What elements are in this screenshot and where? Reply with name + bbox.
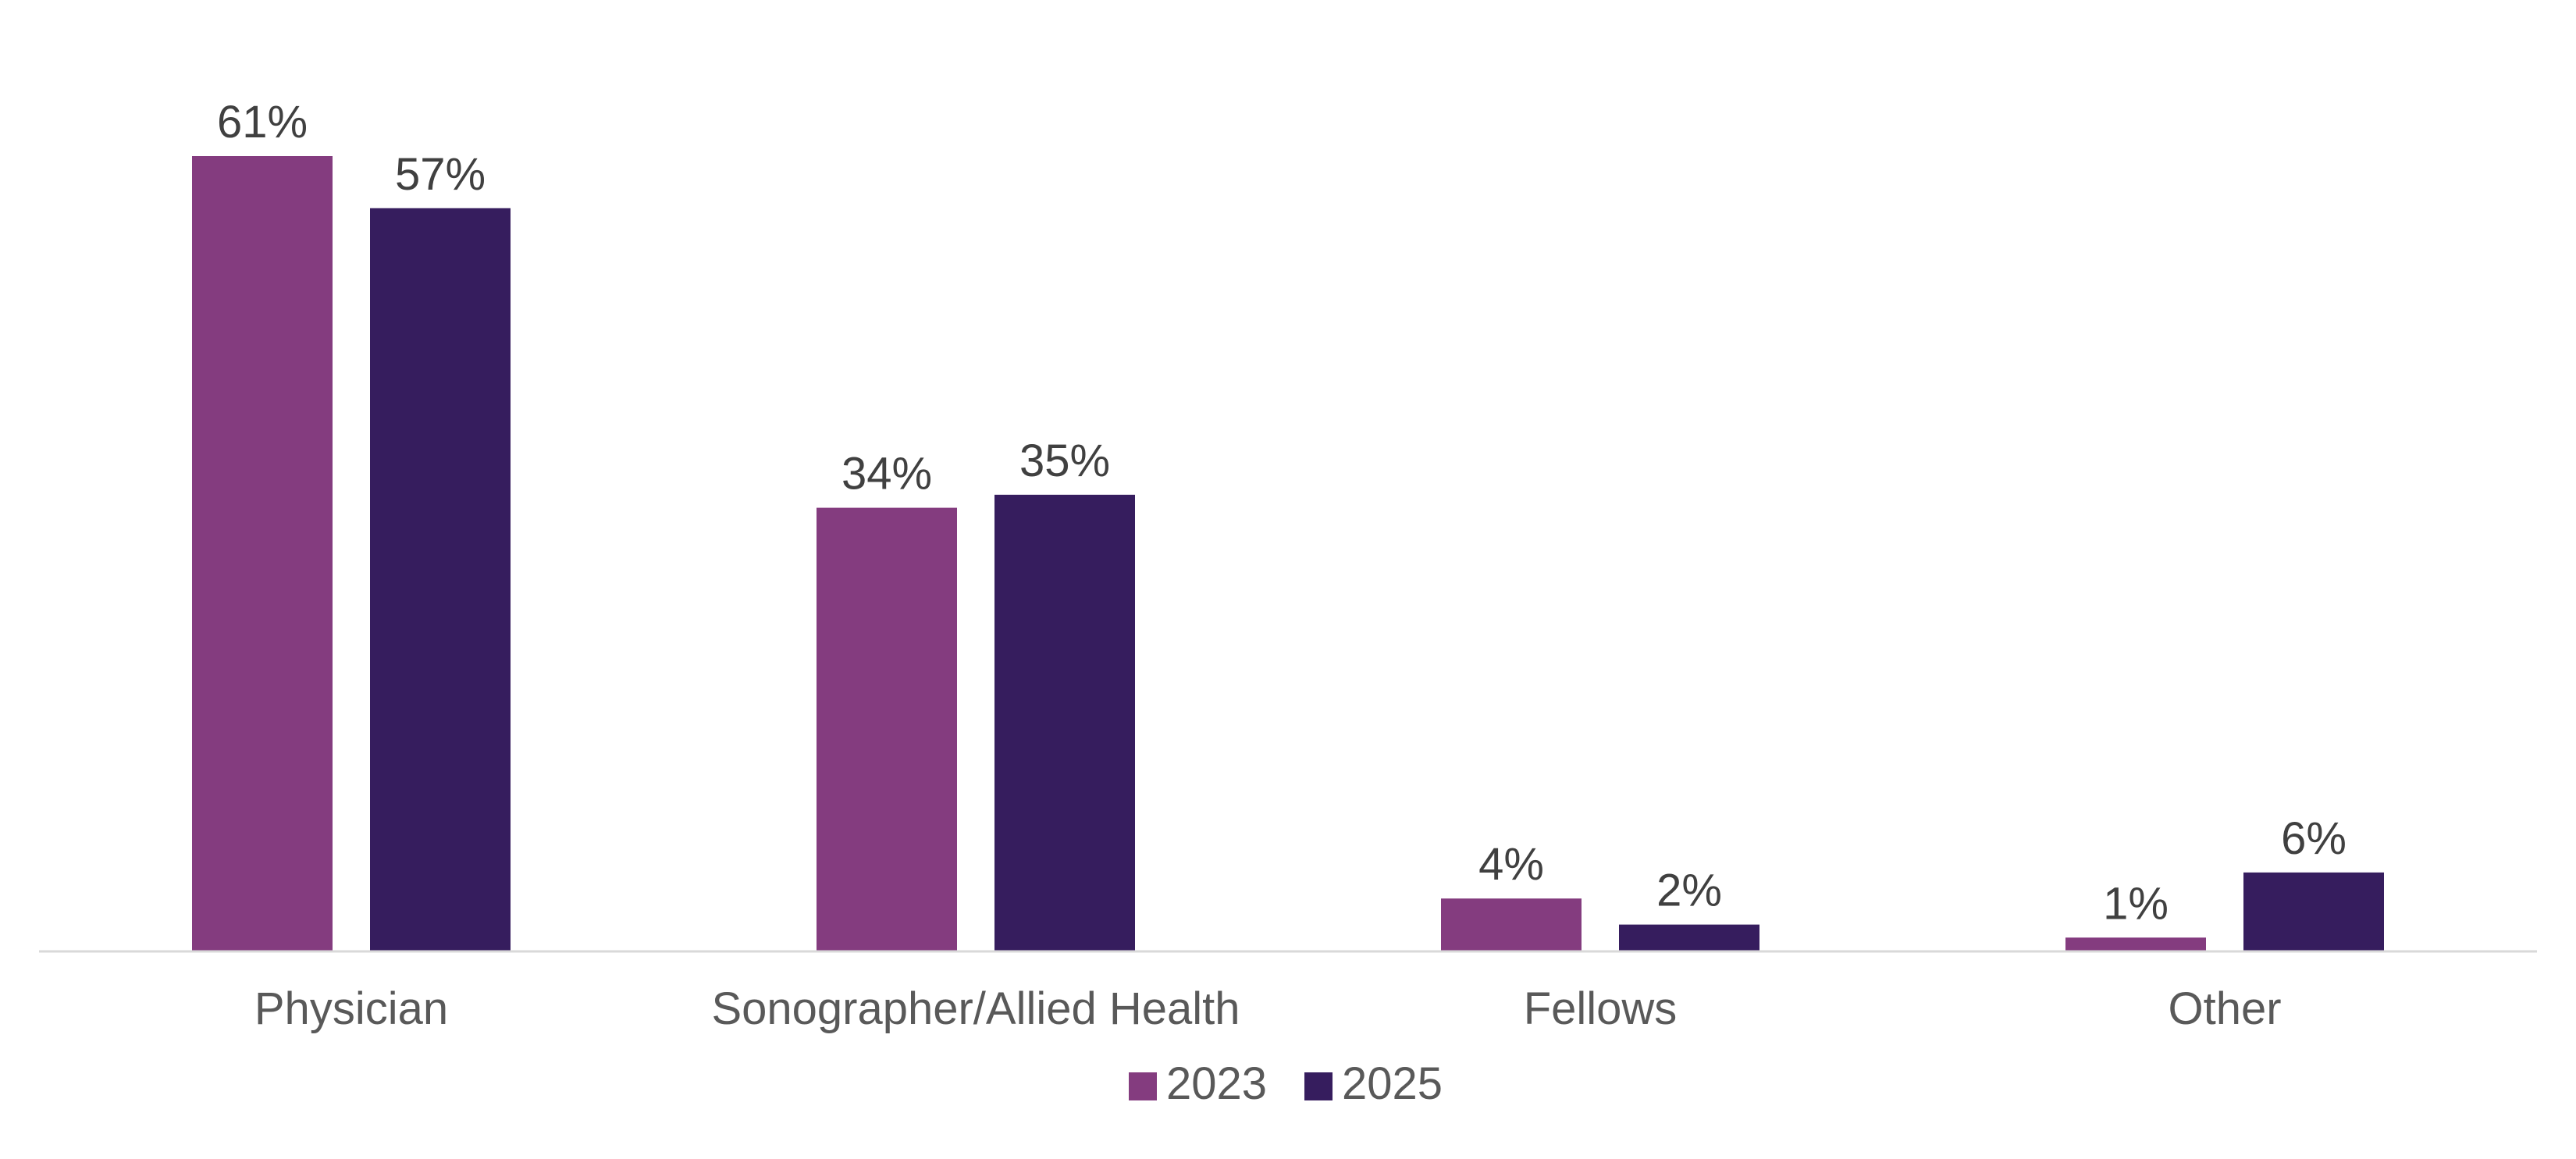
bar-physician-2023 [192, 156, 333, 951]
data-label-physician-2025: 57% [395, 149, 486, 200]
bar-physician-2025 [370, 208, 511, 951]
bar-sonographer-allied-health-2025 [994, 494, 1135, 951]
category-label-sonographer-allied-health: Sonographer/Allied Health [711, 983, 1240, 1034]
legend-swatch-2023 [1129, 1072, 1157, 1100]
data-label-fellows-2023: 4% [1478, 839, 1544, 890]
data-label-other-2025: 6% [2281, 813, 2347, 864]
legend-label-2025: 2025 [1342, 1058, 1443, 1109]
legend-label-2023: 2023 [1166, 1058, 1267, 1109]
bar-fellows-2025 [1619, 924, 1759, 951]
legend-item-2025: 2025 [1304, 1058, 1443, 1109]
data-label-other-2023: 1% [2103, 878, 2169, 929]
legend-swatch-2025 [1304, 1072, 1333, 1100]
category-labels-group: Physician Sonographer/Allied Health Fellow… [254, 983, 2282, 1034]
data-label-physician-2023: 61% [217, 97, 308, 148]
data-label-sonographer-allied-health-2025: 35% [1019, 436, 1110, 486]
data-labels-group: 61% 57% 34% 35% 4% 2% 1% 6% [217, 97, 2347, 929]
category-label-fellows: Fellows [1524, 983, 1678, 1034]
bar-other-2023 [2065, 937, 2206, 951]
bar-fellows-2023 [1441, 898, 1582, 951]
bar-sonographer-allied-health-2023 [817, 507, 957, 951]
legend: 2023 2025 [1129, 1058, 1443, 1109]
bar-other-2025 [2243, 872, 2384, 951]
bars-group [192, 156, 2384, 951]
data-label-sonographer-allied-health-2023: 34% [841, 449, 932, 500]
data-label-fellows-2025: 2% [1656, 866, 1722, 916]
category-label-physician: Physician [254, 983, 448, 1034]
legend-item-2023: 2023 [1129, 1058, 1267, 1109]
category-label-other: Other [2168, 983, 2281, 1034]
